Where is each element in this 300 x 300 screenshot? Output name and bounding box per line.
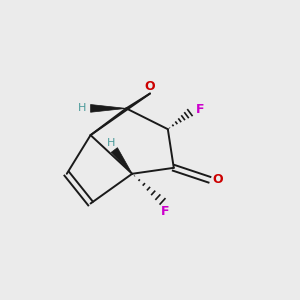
Polygon shape xyxy=(111,148,132,174)
Text: H: H xyxy=(107,138,116,148)
Polygon shape xyxy=(91,104,126,112)
Text: F: F xyxy=(196,103,204,116)
Text: O: O xyxy=(212,173,223,186)
Text: H: H xyxy=(78,103,86,113)
Text: O: O xyxy=(145,80,155,93)
Text: F: F xyxy=(160,205,169,218)
